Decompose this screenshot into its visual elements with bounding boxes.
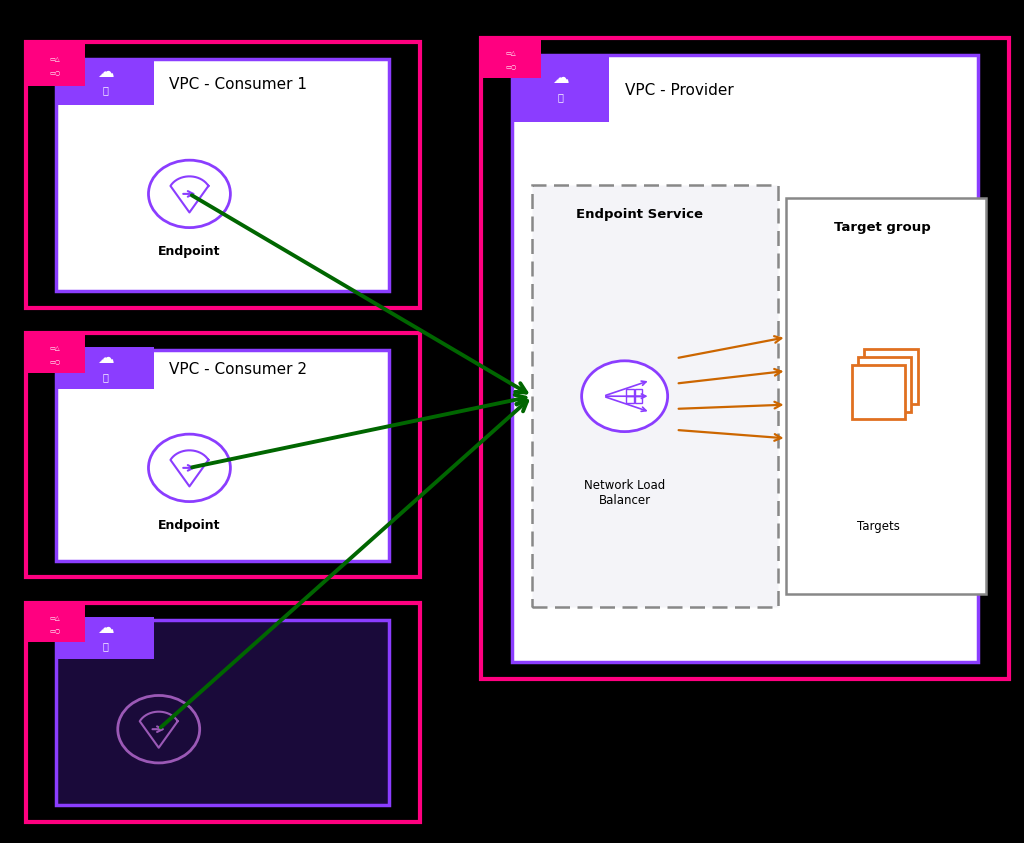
Text: Endpoint: Endpoint: [158, 518, 221, 532]
Text: ▭△: ▭△: [50, 346, 60, 350]
Text: ☁: ☁: [96, 63, 114, 81]
FancyBboxPatch shape: [26, 333, 85, 373]
Text: Network Load
Balancer: Network Load Balancer: [584, 479, 666, 507]
Text: ▭○: ▭○: [49, 359, 61, 363]
Text: 🛢: 🛢: [102, 642, 108, 652]
FancyBboxPatch shape: [26, 603, 85, 642]
Text: Target group: Target group: [835, 221, 931, 234]
FancyBboxPatch shape: [532, 185, 778, 607]
Text: ▭○: ▭○: [49, 70, 61, 75]
Text: Targets: Targets: [857, 520, 900, 534]
Text: ☁: ☁: [552, 69, 569, 88]
FancyBboxPatch shape: [26, 333, 420, 577]
FancyBboxPatch shape: [56, 347, 154, 389]
Text: ▭△: ▭△: [506, 51, 516, 55]
FancyBboxPatch shape: [481, 38, 541, 78]
FancyBboxPatch shape: [56, 59, 389, 291]
FancyBboxPatch shape: [56, 350, 389, 561]
Text: ☁: ☁: [96, 619, 114, 637]
FancyBboxPatch shape: [864, 349, 918, 404]
FancyBboxPatch shape: [26, 42, 85, 86]
Text: 🛢: 🛢: [102, 86, 108, 95]
Text: ☁: ☁: [96, 349, 114, 368]
FancyBboxPatch shape: [786, 198, 986, 594]
Text: Endpoint: Endpoint: [158, 244, 221, 258]
Text: VPC - Provider: VPC - Provider: [625, 83, 733, 98]
FancyBboxPatch shape: [512, 55, 978, 662]
Circle shape: [582, 361, 668, 432]
FancyBboxPatch shape: [26, 42, 420, 308]
FancyBboxPatch shape: [56, 620, 389, 805]
Circle shape: [148, 434, 230, 502]
FancyBboxPatch shape: [481, 38, 1009, 679]
FancyBboxPatch shape: [56, 59, 154, 105]
Text: ▭△: ▭△: [50, 615, 60, 620]
FancyBboxPatch shape: [512, 55, 609, 122]
Text: ▭○: ▭○: [49, 629, 61, 633]
FancyBboxPatch shape: [56, 617, 154, 659]
Text: Endpoint Service: Endpoint Service: [577, 208, 703, 222]
Circle shape: [118, 695, 200, 763]
Text: VPC - Consumer 1: VPC - Consumer 1: [169, 77, 307, 92]
Text: VPC - Consumer 2: VPC - Consumer 2: [169, 362, 307, 377]
FancyBboxPatch shape: [852, 364, 905, 419]
Text: ▭△: ▭△: [50, 56, 60, 62]
FancyBboxPatch shape: [26, 603, 420, 822]
Text: ▭○: ▭○: [505, 64, 517, 68]
Text: 🛢: 🛢: [558, 92, 563, 102]
Circle shape: [148, 160, 230, 228]
Text: 🛢: 🛢: [102, 372, 108, 382]
FancyBboxPatch shape: [858, 357, 911, 411]
